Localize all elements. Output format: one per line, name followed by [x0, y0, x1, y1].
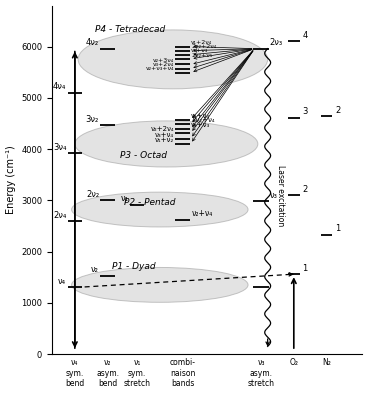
Text: O₂: O₂	[289, 358, 298, 367]
Text: ν₁: ν₁	[120, 194, 128, 203]
Text: 3ν₄: 3ν₄	[53, 143, 66, 152]
Text: 4ν₂: 4ν₂	[86, 39, 99, 47]
Ellipse shape	[71, 192, 248, 227]
Ellipse shape	[71, 268, 248, 302]
Text: 4: 4	[302, 31, 308, 40]
Text: ν₂: ν₂	[91, 265, 99, 274]
Text: ν₁+ν₂: ν₁+ν₂	[155, 137, 174, 143]
Text: ν₂+ν₃+ν₄: ν₂+ν₃+ν₄	[146, 66, 174, 72]
Text: 3ν₂: 3ν₂	[86, 115, 99, 124]
Text: ν₂+ν₄: ν₂+ν₄	[191, 209, 212, 219]
Text: ν₁+2ν₄: ν₁+2ν₄	[191, 40, 212, 45]
Text: ν₃+2ν₄: ν₃+2ν₄	[153, 62, 174, 67]
Text: 4ν₄: 4ν₄	[53, 83, 66, 92]
Text: Laser excitation: Laser excitation	[276, 165, 285, 226]
Text: ν₂+3ν₄: ν₂+3ν₄	[153, 58, 174, 63]
Text: ν₃+ν₄: ν₃+ν₄	[155, 132, 174, 138]
Text: ν₄: ν₄	[58, 277, 66, 286]
Text: 2ν₃: 2ν₃	[270, 39, 283, 48]
Text: ν₁
sym.
stretch: ν₁ sym. stretch	[123, 358, 151, 388]
Text: N₂: N₂	[322, 358, 331, 367]
Ellipse shape	[75, 121, 258, 167]
Text: P2 - Pentad: P2 - Pentad	[124, 198, 176, 207]
Text: ν₂+2ν₄: ν₂+2ν₄	[151, 126, 174, 132]
Text: ν₃: ν₃	[270, 191, 277, 200]
Text: 2: 2	[302, 185, 308, 194]
Text: ν₂+ν₃: ν₂+ν₃	[191, 122, 210, 128]
Text: 2ν₂+ν₁: 2ν₂+ν₁	[191, 53, 212, 58]
Text: 1: 1	[302, 264, 308, 273]
Y-axis label: Energy (cm⁻¹): Energy (cm⁻¹)	[6, 145, 15, 214]
Ellipse shape	[78, 30, 268, 89]
Text: ν₄
sym.
bend: ν₄ sym. bend	[65, 358, 85, 388]
Text: P3 - Octad: P3 - Octad	[120, 151, 167, 160]
Text: P4 - Tetradecad: P4 - Tetradecad	[95, 25, 166, 34]
Text: ν₁+ν₄: ν₁+ν₄	[191, 112, 210, 119]
Text: 2ν₂+2ν₄: 2ν₂+2ν₄	[191, 44, 216, 50]
Text: ν₃
asym.
stretch: ν₃ asym. stretch	[248, 358, 275, 388]
Text: combi-
naison
bands: combi- naison bands	[170, 358, 196, 388]
Text: 2ν₄: 2ν₄	[53, 211, 66, 220]
Text: 2ν₂+ν₄: 2ν₂+ν₄	[191, 117, 215, 123]
Text: ν₂
asym.
bend: ν₂ asym. bend	[96, 358, 119, 388]
Text: 1: 1	[335, 224, 340, 233]
Text: 2: 2	[335, 106, 340, 115]
Text: ν₁+ν₃: ν₁+ν₃	[191, 48, 208, 53]
Text: P1 - Dyad: P1 - Dyad	[112, 262, 155, 271]
Text: 3: 3	[302, 107, 308, 116]
Text: 2ν₂: 2ν₂	[86, 189, 99, 198]
